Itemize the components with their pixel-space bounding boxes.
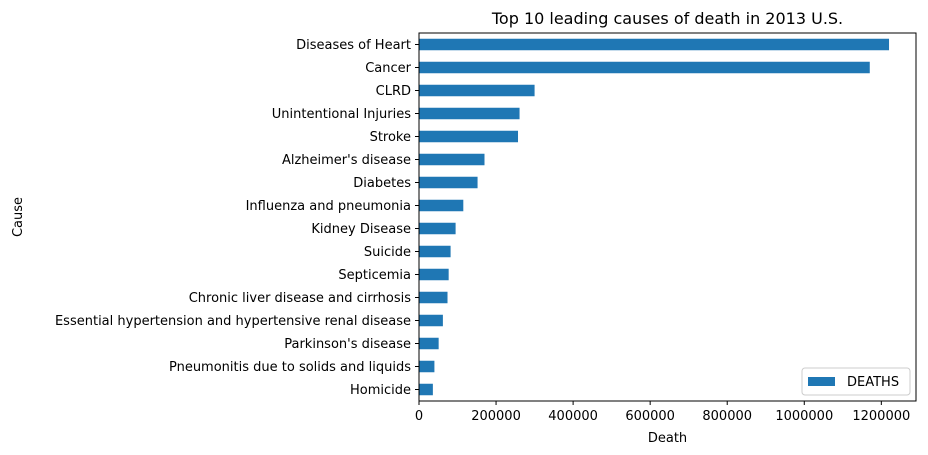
- y-tick-label: Chronic liver disease and cirrhosis: [189, 291, 412, 306]
- y-axis-ticks: Diseases of Heart Cancer CLRD Unintentional…: [55, 38, 419, 398]
- bar: [419, 383, 433, 396]
- bar: [419, 245, 451, 258]
- x-tick-label: 200000: [471, 409, 521, 424]
- x-tick-label: 600000: [625, 409, 675, 424]
- y-tick-label: Alzheimer's disease: [282, 153, 411, 168]
- bar: [419, 222, 456, 235]
- bar: [419, 61, 870, 74]
- bar: [419, 337, 439, 350]
- bar: [419, 176, 478, 189]
- y-tick-label: Cancer: [365, 61, 411, 76]
- plot-frame: [418, 32, 917, 402]
- y-tick-label: Pneumonitis due to solids and liquids: [169, 360, 411, 375]
- y-tick-label: Parkinson's disease: [284, 337, 411, 352]
- bar: [419, 107, 520, 120]
- bar: [419, 268, 449, 281]
- legend-swatch: [808, 377, 835, 386]
- legend-label: DEATHS: [847, 375, 899, 390]
- y-tick-label: Septicemia: [338, 268, 411, 283]
- bar: [419, 153, 485, 166]
- bar: [419, 360, 435, 373]
- y-tick-label: Essential hypertension and hypertensive …: [55, 314, 411, 329]
- x-axis-label: Death: [648, 431, 687, 446]
- y-tick-label: Suicide: [364, 245, 411, 260]
- x-tick-label: 0: [415, 409, 423, 424]
- y-tick-label: Homicide: [350, 383, 411, 398]
- legend-box: [801, 367, 911, 396]
- bar: [419, 84, 535, 97]
- x-tick-label: 1200000: [852, 409, 910, 424]
- bar: [419, 314, 443, 327]
- x-tick-label: 800000: [702, 409, 752, 424]
- x-tick-label: 1000000: [775, 409, 833, 424]
- x-axis-ticks: 0 200000 400000 600000 800000 1000000 1200000: [415, 401, 910, 424]
- bar: [419, 291, 448, 304]
- y-tick-label: CLRD: [376, 84, 411, 99]
- legend: DEATHS: [801, 367, 911, 396]
- x-tick-label: 400000: [548, 409, 598, 424]
- bars-group: [419, 38, 890, 396]
- y-tick-label: Diabetes: [353, 176, 411, 191]
- y-tick-label: Diseases of Heart: [296, 38, 411, 53]
- y-axis-label: Cause: [11, 197, 26, 237]
- y-tick-label: Stroke: [370, 130, 411, 145]
- bar: [419, 38, 890, 51]
- chart-title: Top 10 leading causes of death in 2013 U…: [491, 9, 843, 28]
- y-tick-label: Kidney Disease: [311, 222, 411, 237]
- bar: [419, 130, 519, 143]
- bar: [419, 199, 464, 212]
- y-tick-label: Influenza and pneumonia: [246, 199, 411, 214]
- y-tick-label: Unintentional Injuries: [272, 107, 411, 122]
